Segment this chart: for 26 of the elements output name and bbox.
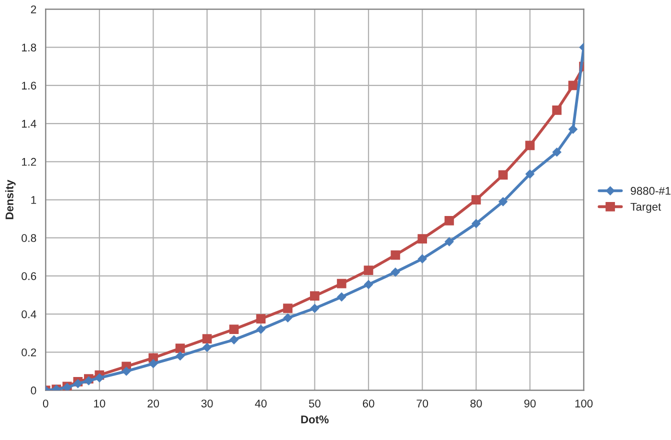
- x-tick-label: 10: [94, 400, 106, 408]
- x-tick-label: 0: [42, 400, 48, 408]
- y-tick-label: 2: [30, 6, 36, 14]
- x-tick-label: 30: [201, 400, 213, 408]
- y-tick-label: 1.4: [22, 120, 36, 128]
- x-tick-label: 100: [575, 400, 593, 408]
- y-tick-label: 1.2: [22, 158, 36, 166]
- y-tick-label: 0.2: [22, 348, 36, 356]
- x-tick-label: 60: [362, 400, 374, 408]
- x-tick-label: 50: [308, 400, 320, 408]
- x-tick-label: 40: [254, 400, 267, 408]
- y-axis-title: Density: [5, 180, 16, 220]
- y-tick-label: 0: [30, 386, 36, 394]
- y-tick-label: 1: [31, 196, 36, 204]
- x-tick-label: 70: [416, 400, 428, 408]
- x-tick-label: 20: [148, 400, 159, 408]
- x-tick-label: 90: [524, 400, 536, 408]
- y-tick-label: 0.6: [22, 272, 36, 280]
- x-axis-title: Dot%: [301, 416, 329, 424]
- y-tick-label: 1.8: [22, 44, 36, 52]
- legend-label: 9880-#1: [630, 186, 670, 195]
- y-tick-label: 1.6: [22, 82, 36, 90]
- x-tick-label: 80: [470, 400, 482, 408]
- y-tick-label: 0.4: [22, 310, 36, 318]
- legend-label: Target: [630, 202, 662, 213]
- y-tick-label: 0.8: [22, 234, 36, 242]
